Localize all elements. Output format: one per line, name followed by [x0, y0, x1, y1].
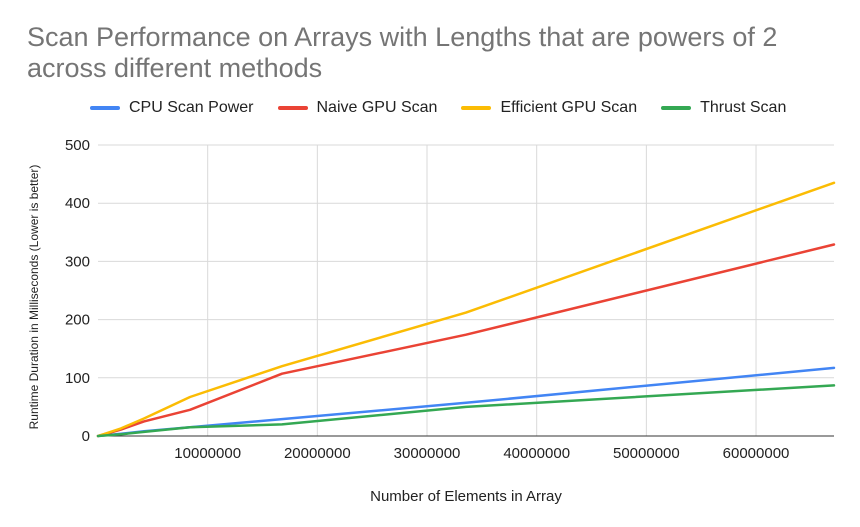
y-tick-label: 0 [82, 428, 90, 445]
series-line-3 [96, 384, 836, 438]
y-tick-label: 200 [65, 312, 90, 329]
series-line-2 [96, 181, 836, 438]
x-tick-label: 50000000 [613, 445, 680, 462]
legend-label-cpu: CPU Scan Power [129, 99, 254, 116]
legend-swatch-thrust [661, 106, 692, 110]
legend-swatch-naive [277, 106, 308, 110]
legend-item-cpu[interactable]: CPU Scan Power [90, 99, 254, 117]
y-tick-label: 400 [65, 195, 90, 212]
y-tick-label: 300 [65, 253, 90, 270]
y-tick-label: 100 [65, 370, 90, 387]
legend-item-naive[interactable]: Naive GPU Scan [277, 99, 438, 117]
y-axis-label: Runtime Duration in Milliseconds (Lower … [27, 164, 41, 430]
x-tick-label: 40000000 [503, 445, 570, 462]
legend-item-efficient[interactable]: Efficient GPU Scan [461, 99, 637, 117]
chart-title: Scan Performance on Arrays with Lengths … [27, 22, 778, 83]
x-tick-label: 20000000 [284, 445, 351, 462]
legend: CPU Scan Power Naive GPU Scan Efficient … [90, 99, 810, 117]
x-axis-label: Number of Elements in Array [370, 488, 562, 505]
legend-swatch-cpu [90, 106, 120, 110]
legend-label-efficient: Efficient GPU Scan [500, 99, 638, 116]
x-tick-label: 30000000 [394, 445, 461, 462]
legend-swatch-efficient [461, 106, 492, 110]
legend-item-thrust[interactable]: Thrust Scan [661, 99, 786, 117]
legend-label-naive: Naive GPU Scan [316, 99, 438, 116]
legend-label-thrust: Thrust Scan [700, 99, 787, 116]
y-tick-label: 500 [65, 137, 90, 154]
x-tick-label: 60000000 [723, 445, 790, 462]
x-tick-label: 10000000 [174, 445, 241, 462]
